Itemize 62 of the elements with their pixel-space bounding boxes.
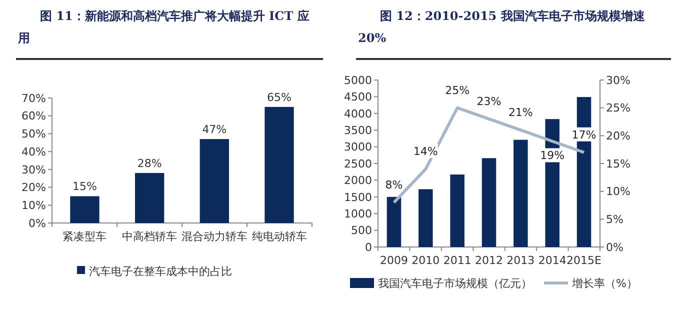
y-tick-label: 3500 xyxy=(344,124,372,137)
y-tick-label: 4000 xyxy=(344,107,372,120)
y2-tick-label: 15% xyxy=(606,157,630,170)
y-tick-label: 5000 xyxy=(344,74,372,87)
y2-tick-label: 0% xyxy=(606,240,624,254)
x-tick-label: 2011 xyxy=(443,254,472,267)
x-tick-label: 中高档轿车 xyxy=(122,230,178,243)
data-label: 17% xyxy=(572,128,596,142)
x-tick-label: 2010 xyxy=(412,254,440,267)
y-tick-label: 60% xyxy=(22,110,46,123)
legend-label: 汽车电子在整车成本中的占比 xyxy=(89,264,232,278)
bar xyxy=(450,174,464,247)
x-tick-label: 2012 xyxy=(475,254,503,267)
y-tick-label: 4500 xyxy=(344,90,372,104)
y-tick-label: 0 xyxy=(365,240,372,254)
bar xyxy=(200,139,230,223)
y-tick-label: 0% xyxy=(28,216,46,230)
y-tick-label: 2000 xyxy=(344,174,372,188)
y-tick-label: 40% xyxy=(22,145,46,158)
data-label: 14% xyxy=(413,145,438,158)
y2-tick-label: 25% xyxy=(606,102,630,115)
bar xyxy=(134,173,164,223)
legend-label: 我国汽车电子市场规模（亿元） xyxy=(378,276,532,290)
y-tick-label: 70% xyxy=(22,92,46,105)
y2-tick-label: 20% xyxy=(606,130,630,143)
x-tick-label: 2009 xyxy=(380,254,408,267)
y-tick-label: 30% xyxy=(22,163,46,176)
bar xyxy=(386,196,402,247)
y-tick-label: 2500 xyxy=(344,157,372,170)
y-tick-label: 500 xyxy=(351,224,372,238)
data-label: 23% xyxy=(476,94,502,108)
bar xyxy=(264,106,294,223)
data-label: 28% xyxy=(137,157,162,170)
y2-tick-label: 30% xyxy=(606,74,630,87)
y2-tick-label: 10% xyxy=(606,185,630,198)
x-tick-label: 2015E xyxy=(566,254,602,267)
data-label: 21% xyxy=(508,106,533,120)
x-tick-label: 混合动力轿车 xyxy=(181,230,248,243)
y-tick-label: 50% xyxy=(22,128,46,141)
x-tick-label: 2014 xyxy=(538,254,566,267)
data-label: 19% xyxy=(540,149,565,162)
legend-label: 增长率（%） xyxy=(571,276,638,290)
y-tick-label: 3000 xyxy=(344,140,372,154)
x-tick-label: 纯电动轿车 xyxy=(252,230,307,243)
chart-title: 图 11：新能源和高档汽车推广将大幅提升 ICT 应用 xyxy=(17,9,310,45)
x-tick-label: 紧凑型车 xyxy=(62,230,107,243)
y-tick-label: 1500 xyxy=(344,190,372,204)
y-tick-label: 10% xyxy=(22,198,46,212)
y2-tick-label: 5% xyxy=(606,213,624,226)
bar xyxy=(482,158,496,247)
data-label: 8% xyxy=(385,178,403,192)
bar xyxy=(418,189,433,247)
bar xyxy=(514,140,528,247)
y-tick-label: 20% xyxy=(22,181,46,194)
chart-title: 图 12：2010-2015 我国汽车电子市场规模增速 20% xyxy=(358,9,646,45)
data-label: 15% xyxy=(72,180,97,194)
data-label: 47% xyxy=(202,123,227,136)
x-tick-label: 2013 xyxy=(506,254,535,267)
data-label: 65% xyxy=(267,90,292,104)
data-label: 25% xyxy=(445,84,470,97)
y-tick-label: 1000 xyxy=(344,207,372,220)
bar xyxy=(70,196,100,223)
